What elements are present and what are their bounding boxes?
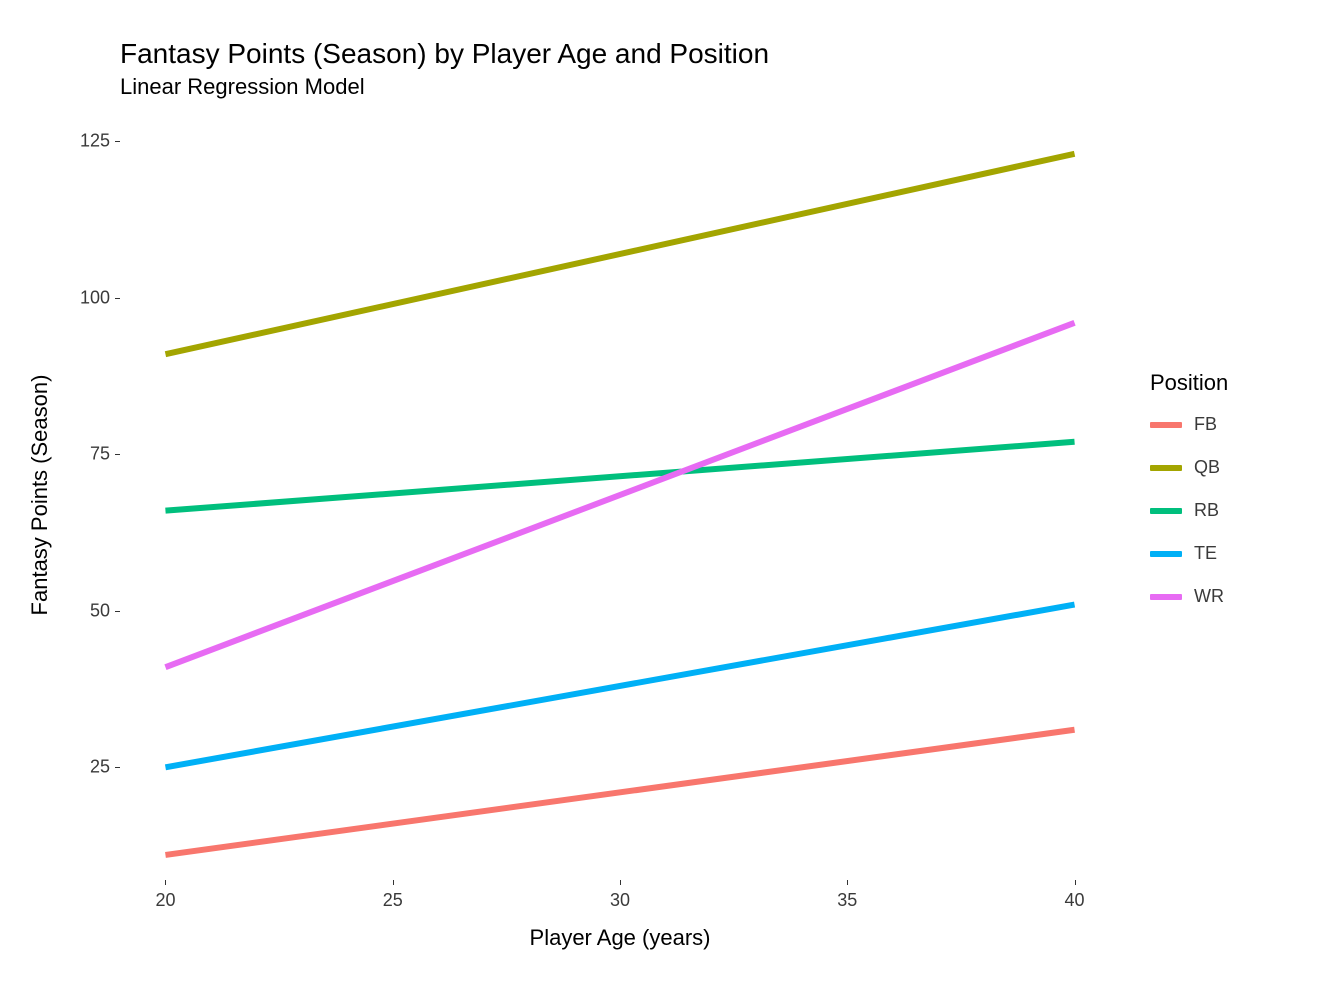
legend-swatch — [1150, 551, 1182, 557]
chart-container: Fantasy Points (Season) by Player Age an… — [20, 20, 1344, 980]
legend-item-rb: RB — [1150, 500, 1228, 521]
legend-label: FB — [1194, 414, 1217, 435]
legend-label: WR — [1194, 586, 1224, 607]
x-tick-mark — [393, 880, 394, 885]
y-tick-mark — [115, 298, 120, 299]
legend-label: QB — [1194, 457, 1220, 478]
y-tick-label: 50 — [90, 600, 110, 621]
series-line-rb — [165, 442, 1074, 511]
x-tick-label: 25 — [383, 890, 403, 911]
legend-label: TE — [1194, 543, 1217, 564]
x-tick-label: 20 — [155, 890, 175, 911]
y-axis-label: Fantasy Points (Season) — [27, 375, 53, 616]
series-line-qb — [165, 154, 1074, 354]
series-line-wr — [165, 323, 1074, 667]
x-tick-mark — [165, 880, 166, 885]
y-tick-label: 100 — [80, 287, 110, 308]
legend-item-qb: QB — [1150, 457, 1228, 478]
chart-subtitle: Linear Regression Model — [120, 74, 365, 100]
y-tick-label: 25 — [90, 757, 110, 778]
legend: Position FB QB RB TE WR — [1150, 370, 1228, 629]
x-tick-label: 30 — [610, 890, 630, 911]
series-line-fb — [165, 730, 1074, 855]
legend-item-fb: FB — [1150, 414, 1228, 435]
x-tick-label: 35 — [837, 890, 857, 911]
y-tick-mark — [115, 611, 120, 612]
y-tick-mark — [115, 141, 120, 142]
plot-area — [120, 110, 1120, 880]
legend-swatch — [1150, 465, 1182, 471]
x-axis-label: Player Age (years) — [530, 925, 711, 951]
legend-swatch — [1150, 594, 1182, 600]
chart-title: Fantasy Points (Season) by Player Age an… — [120, 38, 769, 70]
y-tick-mark — [115, 767, 120, 768]
x-tick-mark — [1075, 880, 1076, 885]
legend-swatch — [1150, 422, 1182, 428]
series-line-te — [165, 605, 1074, 768]
plot-svg — [120, 110, 1120, 880]
x-tick-label: 40 — [1065, 890, 1085, 911]
legend-item-wr: WR — [1150, 586, 1228, 607]
legend-label: RB — [1194, 500, 1219, 521]
legend-title: Position — [1150, 370, 1228, 396]
y-tick-mark — [115, 454, 120, 455]
legend-swatch — [1150, 508, 1182, 514]
x-tick-mark — [620, 880, 621, 885]
legend-item-te: TE — [1150, 543, 1228, 564]
x-tick-mark — [847, 880, 848, 885]
y-tick-label: 75 — [90, 444, 110, 465]
legend-items: FB QB RB TE WR — [1150, 414, 1228, 607]
y-tick-label: 125 — [80, 131, 110, 152]
